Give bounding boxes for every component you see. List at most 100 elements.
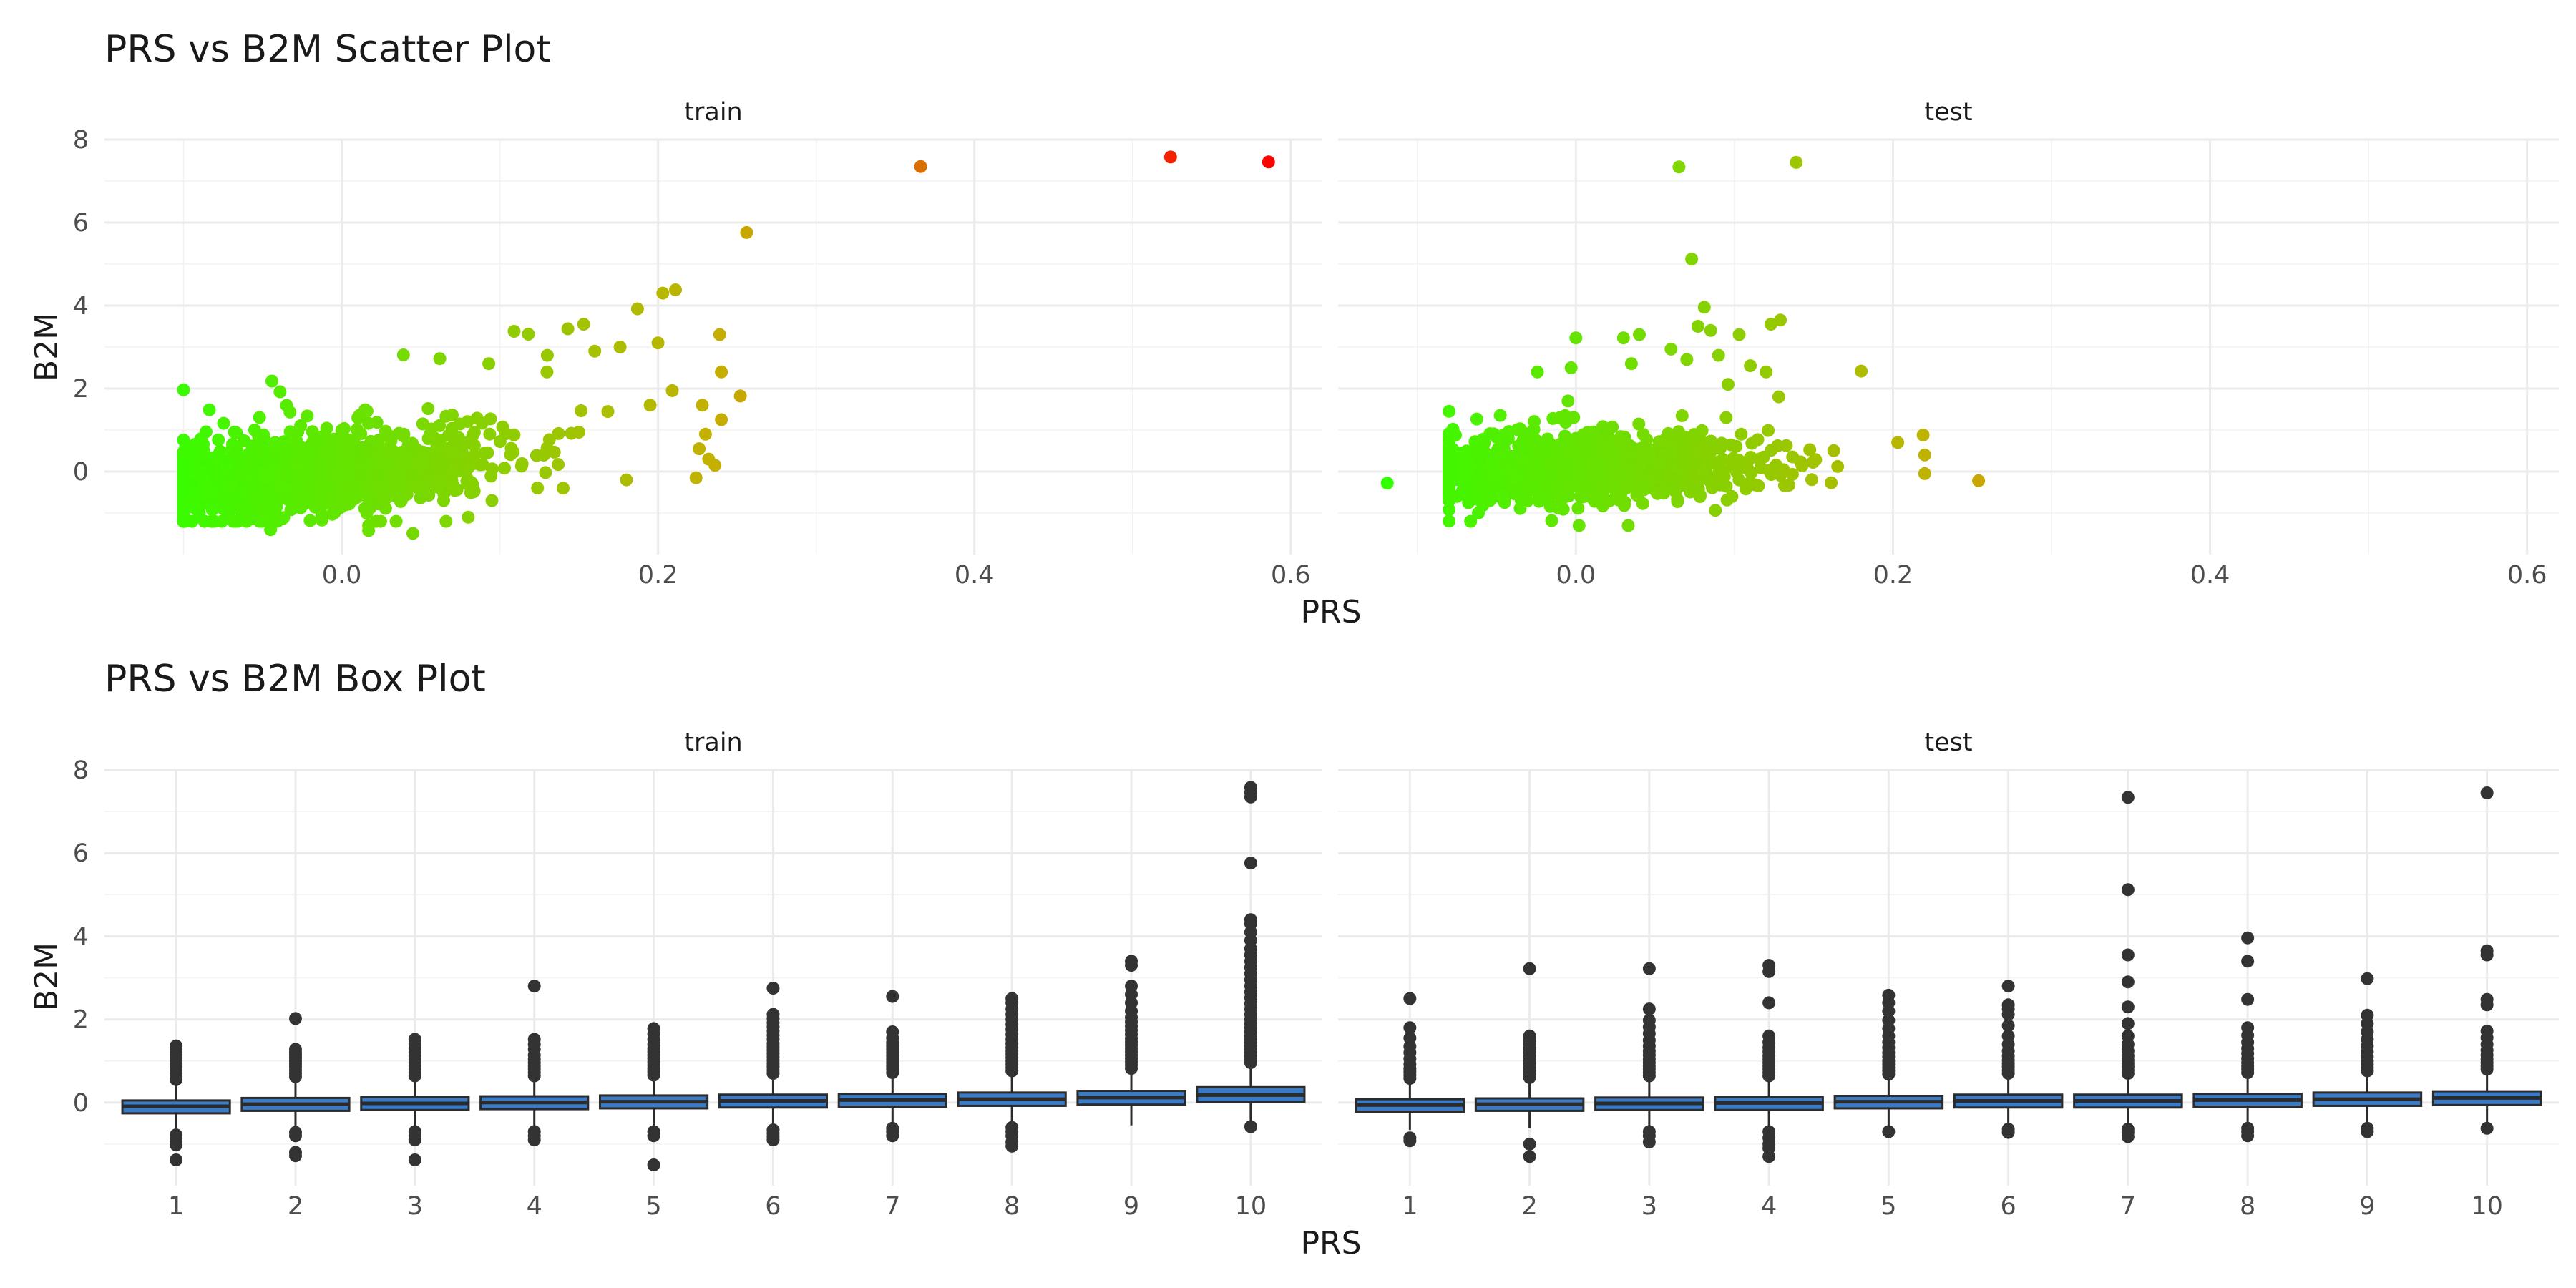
box-category-3 bbox=[360, 1033, 470, 1166]
scatter-point bbox=[1528, 441, 1541, 455]
scatter-y-tick-label: 8 bbox=[73, 126, 89, 155]
scatter-point bbox=[1561, 394, 1575, 408]
scatter-point bbox=[396, 429, 410, 443]
scatter-point bbox=[197, 447, 211, 461]
box-outlier bbox=[647, 1022, 660, 1035]
scatter-point bbox=[1262, 155, 1275, 169]
box-category-6 bbox=[718, 982, 829, 1147]
box-category-8 bbox=[2192, 931, 2303, 1143]
scatter-point bbox=[1704, 445, 1717, 459]
scatter-point bbox=[178, 502, 192, 515]
scatter-point bbox=[478, 447, 492, 460]
scatter-y-tick-label: 2 bbox=[73, 375, 89, 404]
box-category-9 bbox=[2312, 972, 2423, 1138]
scatter-point bbox=[483, 427, 497, 441]
scatter-point bbox=[1513, 502, 1527, 515]
scatter-point bbox=[651, 336, 665, 350]
box-outlier bbox=[2121, 1029, 2135, 1043]
scatter-point bbox=[389, 479, 402, 492]
scatter-x-tick-label: 0.4 bbox=[2190, 561, 2230, 590]
box-category-7 bbox=[837, 990, 947, 1143]
box-outlier bbox=[2121, 1130, 2135, 1143]
scatter-point bbox=[361, 490, 374, 504]
scatter-point bbox=[643, 399, 657, 412]
box-outlier bbox=[766, 982, 780, 995]
scatter-point bbox=[291, 425, 305, 439]
scatter-point bbox=[346, 479, 360, 492]
scatter-point bbox=[1556, 474, 1569, 487]
scatter-x-tick-label: 0.6 bbox=[1271, 561, 1311, 590]
scatter-point bbox=[323, 453, 336, 467]
box-outlier bbox=[2480, 786, 2494, 799]
box-outlier bbox=[2001, 998, 2015, 1012]
scatter-point bbox=[1803, 443, 1817, 457]
scatter-point bbox=[530, 449, 543, 462]
scatter-point bbox=[423, 428, 436, 441]
scatter-point bbox=[1805, 473, 1818, 487]
box-outlier bbox=[2480, 992, 2494, 1006]
scatter-point bbox=[1545, 514, 1558, 527]
scatter-point bbox=[1751, 433, 1765, 447]
scatter-point bbox=[383, 429, 396, 443]
scatter-point bbox=[1571, 502, 1585, 515]
scatter-point bbox=[362, 524, 376, 537]
scatter-point bbox=[656, 286, 670, 300]
box-y-tick-label: 8 bbox=[73, 756, 89, 785]
scatter-point bbox=[1715, 436, 1729, 450]
scatter-point bbox=[1671, 495, 1684, 508]
scatter-point bbox=[1473, 452, 1487, 465]
scatter-point bbox=[1575, 433, 1589, 447]
box-outlier bbox=[288, 1012, 302, 1025]
scatter-point bbox=[283, 405, 297, 419]
scatter-point bbox=[1449, 429, 1462, 441]
scatter-point bbox=[356, 452, 369, 466]
scatter-point bbox=[205, 484, 218, 497]
scatter-point bbox=[461, 462, 474, 475]
scatter-point bbox=[1472, 507, 1485, 519]
scatter-point bbox=[1443, 514, 1456, 528]
box-x-tick-label: 3 bbox=[407, 1192, 423, 1221]
scatter-point bbox=[1564, 444, 1578, 457]
box-outlier bbox=[1762, 1150, 1776, 1163]
scatter-point bbox=[355, 468, 369, 482]
scatter-point bbox=[435, 461, 449, 474]
scatter-point bbox=[353, 409, 366, 422]
scatter-point bbox=[696, 399, 709, 412]
scatter-title: PRS vs B2M Scatter Plot bbox=[104, 28, 551, 71]
scatter-point bbox=[1569, 331, 1583, 345]
box-category-5 bbox=[1833, 988, 1944, 1138]
box-strip-train: train bbox=[684, 728, 742, 757]
scatter-point bbox=[253, 411, 266, 424]
scatter-point bbox=[715, 365, 728, 379]
scatter-point bbox=[195, 465, 208, 479]
scatter-point bbox=[1712, 455, 1725, 469]
scatter-point bbox=[470, 411, 484, 425]
box-x-tick-label: 1 bbox=[1402, 1192, 1418, 1221]
scatter-point bbox=[288, 489, 302, 502]
box-outlier bbox=[408, 1153, 421, 1166]
scatter-point bbox=[1664, 342, 1678, 356]
scatter-point bbox=[1494, 488, 1507, 502]
box-outlier bbox=[527, 980, 541, 993]
scatter-point bbox=[258, 503, 271, 517]
box-outlier bbox=[1403, 1021, 1417, 1035]
scatter-point bbox=[1607, 482, 1621, 495]
scatter-point bbox=[1744, 359, 1757, 373]
scatter-point bbox=[482, 357, 496, 371]
box-outlier bbox=[1642, 962, 1656, 975]
scatter-point bbox=[386, 450, 399, 464]
scatter-point bbox=[484, 412, 497, 426]
box-plot-area: 0 2 4 6 8 1 2 3 4 5 6 7 8 9 10 1 2 3 4 5 6 7 8 9 10 bbox=[73, 756, 2559, 1221]
scatter-point bbox=[230, 444, 244, 457]
scatter-point bbox=[289, 441, 303, 454]
scatter-point bbox=[1764, 318, 1777, 331]
scatter-point bbox=[498, 462, 511, 475]
box-outlier bbox=[2121, 948, 2135, 962]
scatter-point bbox=[278, 468, 291, 482]
scatter-point bbox=[325, 489, 338, 503]
scatter-point bbox=[1806, 456, 1820, 469]
box-strip-test: test bbox=[1924, 728, 1972, 757]
box-outlier bbox=[2480, 1024, 2494, 1038]
scatter-y-tick-label: 6 bbox=[73, 209, 89, 238]
box-outlier bbox=[1882, 1013, 1896, 1027]
